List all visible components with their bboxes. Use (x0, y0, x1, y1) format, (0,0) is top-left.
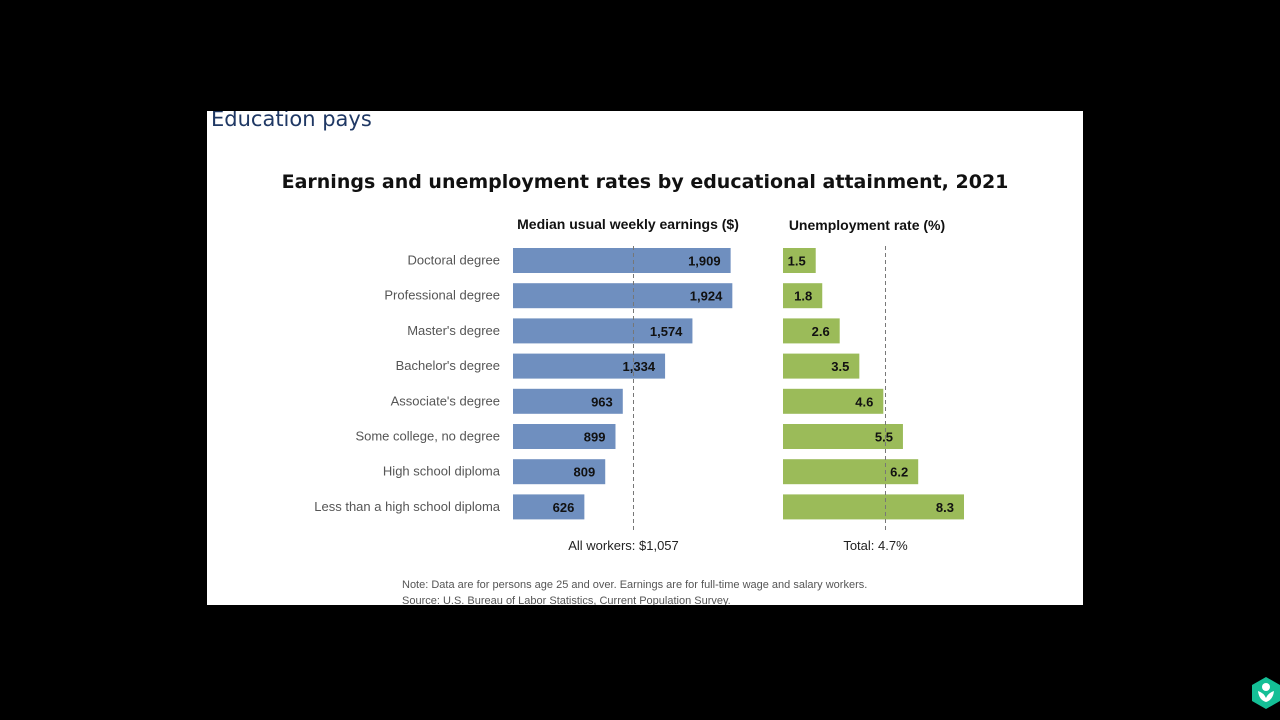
bar-value-label: 3.5 (831, 359, 849, 374)
bar (513, 318, 693, 344)
chart-source: Source: U.S. Bureau of Labor Statistics,… (402, 595, 731, 605)
category-label: Less than a high school diploma (314, 499, 501, 514)
bar (783, 283, 823, 309)
category-label: Associate's degree (391, 393, 500, 408)
bar (783, 248, 816, 273)
category-label: High school diploma (383, 464, 501, 479)
category-label: Professional degree (384, 288, 500, 303)
chart-note: Note: Data are for persons age 25 and ov… (402, 579, 868, 591)
bar (513, 494, 585, 520)
bar-value-label: 5.5 (875, 430, 893, 445)
bar (513, 248, 731, 273)
bar-value-label: 809 (574, 465, 596, 480)
category-label: Bachelor's degree (396, 358, 500, 373)
bar-value-label: 1,909 (688, 254, 721, 269)
bar-value-label: 963 (591, 394, 613, 409)
bar (783, 424, 903, 449)
chart-title: Earnings and unemployment rates by educa… (281, 171, 1009, 193)
bar (513, 424, 616, 449)
bar-value-label: 1.8 (794, 289, 812, 304)
bar-value-label: 8.3 (936, 500, 954, 515)
bar (783, 318, 840, 344)
bar (513, 353, 666, 379)
reference-label: Total: 4.7% (843, 538, 908, 553)
bar-value-label: 1,574 (650, 324, 683, 339)
category-label: Doctoral degree (408, 253, 501, 268)
category-label: Master's degree (407, 323, 500, 338)
reference-label: All workers: $1,057 (568, 538, 679, 553)
khan-academy-logo-icon (1252, 677, 1280, 709)
bar-value-label: 1,924 (690, 289, 723, 304)
bar (783, 494, 964, 520)
bar-value-label: 1.5 (788, 254, 806, 269)
bar-value-label: 6.2 (890, 465, 908, 480)
slide-title: Education pays (211, 111, 372, 131)
bar (513, 459, 606, 485)
chart: Doctoral degree Professional degree Master… (314, 216, 964, 553)
bar-value-label: 626 (553, 500, 575, 515)
bar (783, 388, 884, 414)
bar (513, 388, 623, 414)
bar-value-label: 4.6 (855, 394, 873, 409)
bar (783, 459, 919, 485)
bar (783, 353, 860, 379)
category-label: Some college, no degree (355, 429, 500, 444)
bar (513, 283, 733, 309)
bar-value-label: 899 (584, 430, 606, 445)
panel-subtitle: Unemployment rate (%) (789, 217, 945, 233)
bar-value-label: 2.6 (812, 324, 830, 339)
bar-value-label: 1,334 (623, 359, 656, 374)
slide: Education pays Earnings and unemployment… (207, 111, 1083, 605)
panel-subtitle: Median usual weekly earnings ($) (517, 216, 739, 232)
